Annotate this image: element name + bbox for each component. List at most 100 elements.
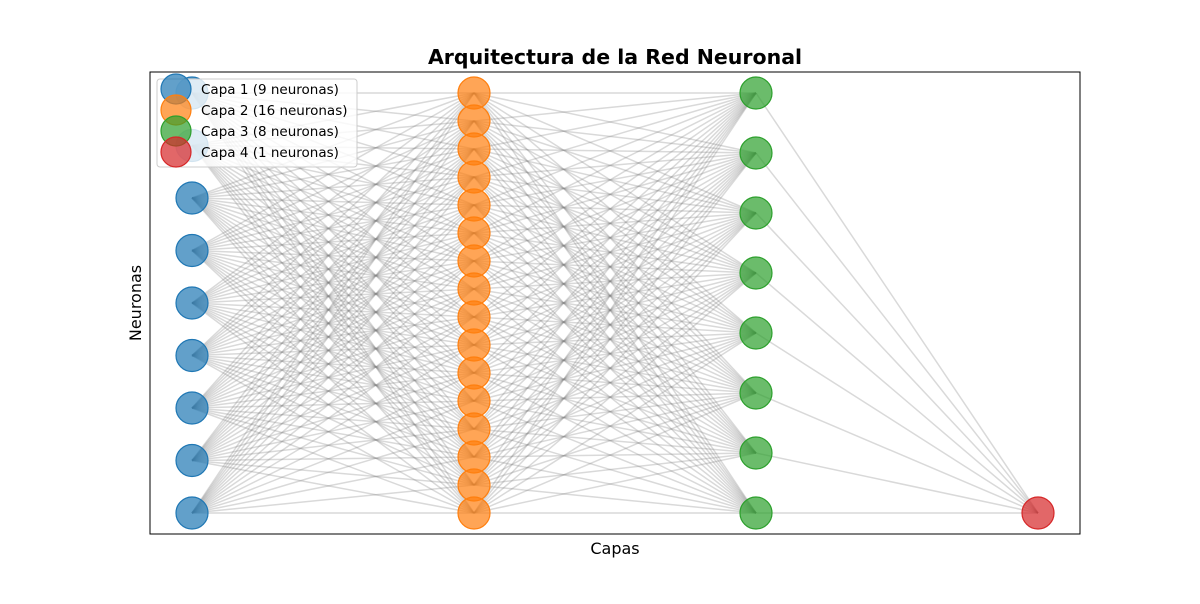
connection-line: [191, 120, 475, 357]
neuron-layer-3: [739, 136, 773, 170]
connection-line: [473, 152, 757, 458]
connection-line: [473, 232, 757, 454]
connection-line: [473, 316, 757, 454]
connection-line: [755, 452, 1039, 514]
legend-label: Capa 1 (9 neuronas): [201, 82, 339, 98]
connection-line: [191, 197, 475, 514]
connection-line: [473, 484, 757, 514]
connection-line: [473, 316, 757, 514]
connection-line: [191, 92, 475, 461]
connection-line: [191, 92, 475, 252]
connection-line: [191, 249, 475, 318]
plot-frame: [149, 71, 1081, 535]
connection-line: [191, 316, 475, 462]
connection-line: [473, 176, 757, 334]
connection-line: [473, 92, 757, 374]
connection-line: [473, 92, 757, 150]
connection-line: [191, 148, 475, 252]
connection-line: [473, 120, 757, 334]
connection-line: [191, 144, 475, 374]
neuron-layer-2: [457, 76, 491, 110]
neuron-layer-1: [175, 496, 209, 530]
connection-line: [473, 148, 757, 274]
legend-box: [156, 78, 358, 168]
neuron-layer-3: [739, 256, 773, 290]
connection-line: [191, 197, 475, 430]
connection-line: [191, 316, 475, 514]
connection-line: [473, 120, 757, 274]
connection-line: [191, 144, 475, 318]
connections-group: [191, 92, 1039, 514]
connection-line: [191, 288, 475, 514]
connection-line: [473, 400, 757, 454]
connection-line: [191, 302, 475, 514]
connection-line: [473, 212, 757, 262]
neuron-layer-2: [457, 468, 491, 502]
connection-line: [191, 120, 475, 461]
connection-line: [191, 197, 475, 402]
connection-line: [191, 197, 475, 458]
connection-line: [473, 332, 757, 486]
connection-line: [191, 400, 475, 409]
connection-line: [191, 354, 475, 374]
connection-line: [473, 148, 757, 154]
connection-line: [473, 400, 757, 514]
connection-line: [473, 332, 757, 374]
connection-line: [473, 204, 757, 454]
connection-line: [473, 456, 757, 514]
connection-line: [191, 354, 475, 514]
connection-line: [473, 272, 757, 346]
connection-line: [755, 92, 1039, 514]
neuron-layer-3: [739, 376, 773, 410]
connection-line: [473, 152, 757, 374]
connection-line: [191, 204, 475, 304]
connection-line: [191, 148, 475, 462]
connection-line: [473, 148, 757, 334]
legend: Capa 1 (9 neuronas) Capa 2 (16 neuronas) C…: [156, 73, 358, 168]
connection-line: [191, 148, 475, 304]
legend-label: Capa 2 (16 neuronas): [201, 103, 348, 119]
connection-line: [191, 197, 475, 318]
connection-line: [473, 428, 757, 454]
connection-line: [473, 428, 757, 514]
connection-line: [191, 249, 475, 458]
connection-line: [191, 92, 475, 304]
connection-line: [473, 392, 757, 402]
connection-line: [473, 92, 757, 394]
connection-line: [191, 232, 475, 357]
neuron-layer-2: [457, 104, 491, 138]
connection-line: [473, 272, 757, 486]
connection-line: [473, 288, 757, 454]
connection-line: [473, 152, 757, 318]
connection-line: [473, 272, 757, 514]
connection-line: [473, 212, 757, 290]
neuron-layer-2: [457, 188, 491, 222]
connection-line: [473, 120, 757, 394]
connection-line: [473, 212, 757, 346]
connection-line: [473, 272, 757, 458]
connection-line: [191, 249, 475, 402]
connection-line: [191, 232, 475, 252]
connection-line: [473, 148, 757, 394]
connection-line: [473, 392, 757, 458]
connection-line: [473, 152, 757, 178]
connection-line: [473, 204, 757, 214]
connection-line: [473, 92, 757, 214]
connection-line: [473, 92, 757, 430]
neuron-layer-2: [457, 384, 491, 418]
connection-line: [191, 204, 475, 462]
connection-line: [191, 232, 475, 409]
connection-line: [191, 197, 475, 290]
neuron-layer-2: [457, 328, 491, 362]
connection-line: [473, 92, 757, 122]
connection-line: [191, 288, 475, 304]
connection-line: [473, 260, 757, 454]
connection-line: [473, 232, 757, 274]
connection-line: [191, 302, 475, 430]
connection-line: [473, 344, 757, 454]
connection-line: [473, 332, 757, 346]
connection-line: [473, 92, 757, 234]
connection-line: [473, 372, 757, 514]
connection-line: [473, 392, 757, 486]
